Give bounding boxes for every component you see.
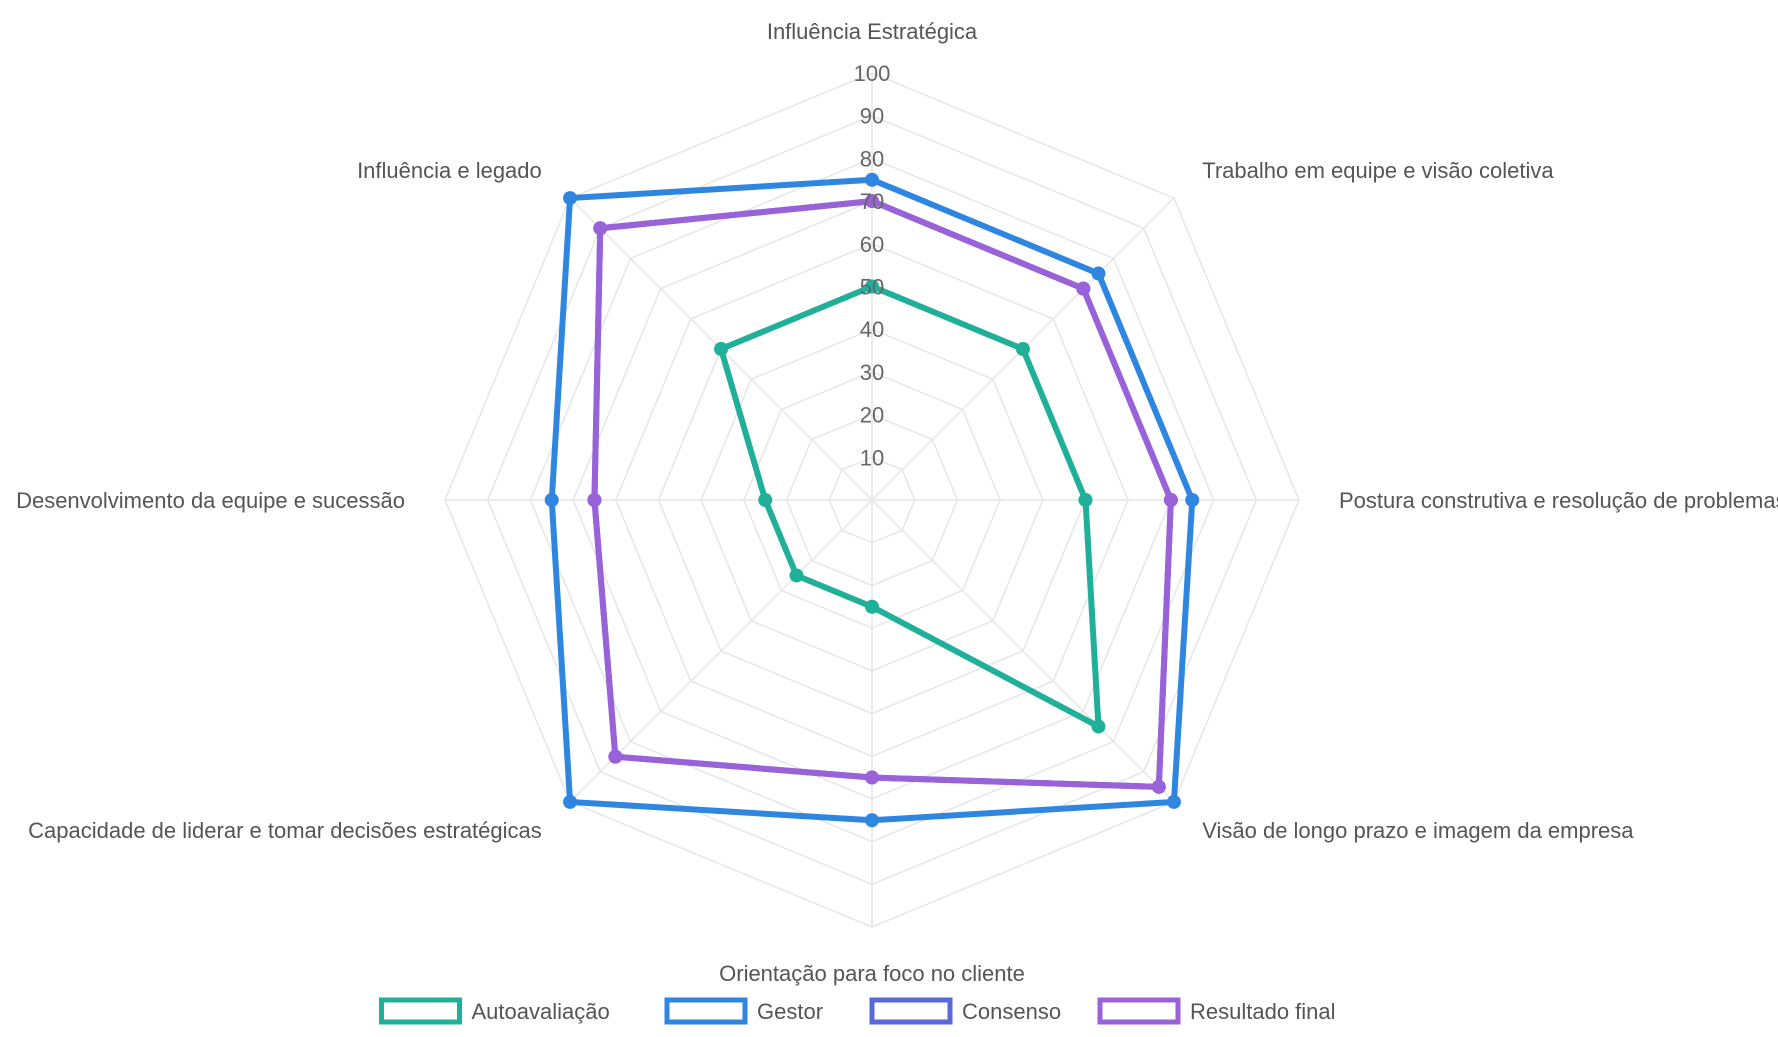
data-point[interactable] [1078, 493, 1093, 507]
legend-item[interactable]: Resultado final [1097, 997, 1336, 1025]
axis-label: Visão de longo prazo e imagem da empresa [1202, 818, 1634, 843]
radar-series [544, 172, 1200, 828]
data-point[interactable] [714, 342, 729, 357]
axis-label: Influência e legado [357, 158, 542, 183]
legend-label: Resultado final [1190, 999, 1336, 1024]
data-point[interactable] [865, 599, 879, 614]
series-line [718, 283, 1102, 730]
axis-label: Capacidade de liderar e tomar decisões e… [28, 818, 542, 843]
data-point[interactable] [865, 194, 879, 209]
data-point[interactable] [1091, 266, 1106, 281]
tick-label: 50 [860, 275, 884, 300]
radial-tick-labels: 10 20 30 40 50 60 70 80 90 100 [854, 61, 891, 470]
data-point[interactable] [1076, 281, 1091, 296]
data-point[interactable] [563, 794, 578, 809]
axis-labels: Influência Estratégica Trabalho em equipe… [16, 19, 1778, 986]
data-point[interactable] [1091, 719, 1106, 734]
legend-swatch [1097, 997, 1181, 1025]
legend-item[interactable]: Consenso [869, 997, 1061, 1025]
grid-spoke [871, 499, 1175, 803]
data-point[interactable] [1185, 493, 1200, 507]
data-point[interactable] [563, 191, 578, 206]
tick-label: 70 [860, 189, 884, 214]
tick-label: 80 [860, 146, 884, 171]
data-point[interactable] [865, 279, 879, 294]
tick-label: 20 [860, 403, 884, 428]
legend-label: Autoavaliação [472, 999, 610, 1024]
axis-label: Orientação para foco no cliente [719, 961, 1025, 986]
axis-label: Trabalho em equipe e visão coletiva [1202, 158, 1554, 183]
tick-label: 100 [854, 61, 891, 86]
tick-label: 60 [860, 232, 884, 257]
data-point[interactable] [865, 813, 879, 828]
axis-label: Desenvolvimento da equipe e sucessão [16, 488, 405, 513]
data-point[interactable] [865, 770, 879, 785]
legend-label: Consenso [962, 999, 1061, 1024]
tick-label: 10 [860, 445, 884, 470]
data-point[interactable] [587, 493, 602, 507]
series-gestor [544, 172, 1200, 828]
data-point[interactable] [865, 172, 879, 187]
legend-swatch [664, 997, 748, 1025]
legend-item[interactable]: Autoavaliação [379, 997, 610, 1025]
data-point[interactable] [608, 749, 623, 764]
tick-label: 30 [860, 360, 884, 385]
legend-label: Gestor [757, 999, 823, 1024]
axis-label: Postura construtiva e resolução de probl… [1339, 488, 1778, 513]
series-autoavalia-o [714, 279, 1106, 734]
data-point[interactable] [789, 568, 804, 583]
data-point[interactable] [1015, 342, 1030, 357]
data-point[interactable] [593, 221, 608, 236]
data-point[interactable] [544, 493, 559, 507]
legend[interactable]: Autoavaliação Gestor Consenso Resultado fin… [379, 997, 1336, 1025]
grid-spoke [569, 499, 873, 803]
tick-label: 40 [860, 317, 884, 342]
series-resultado-final [587, 194, 1178, 794]
axis-label: Influência Estratégica [767, 19, 978, 44]
legend-item[interactable]: Gestor [664, 997, 823, 1025]
data-point[interactable] [1151, 779, 1166, 794]
tick-label: 90 [860, 104, 884, 129]
data-point[interactable] [1163, 493, 1178, 507]
legend-swatch [379, 997, 462, 1025]
legend-swatch [869, 997, 953, 1025]
data-point[interactable] [1166, 794, 1181, 809]
data-point[interactable] [758, 493, 773, 507]
